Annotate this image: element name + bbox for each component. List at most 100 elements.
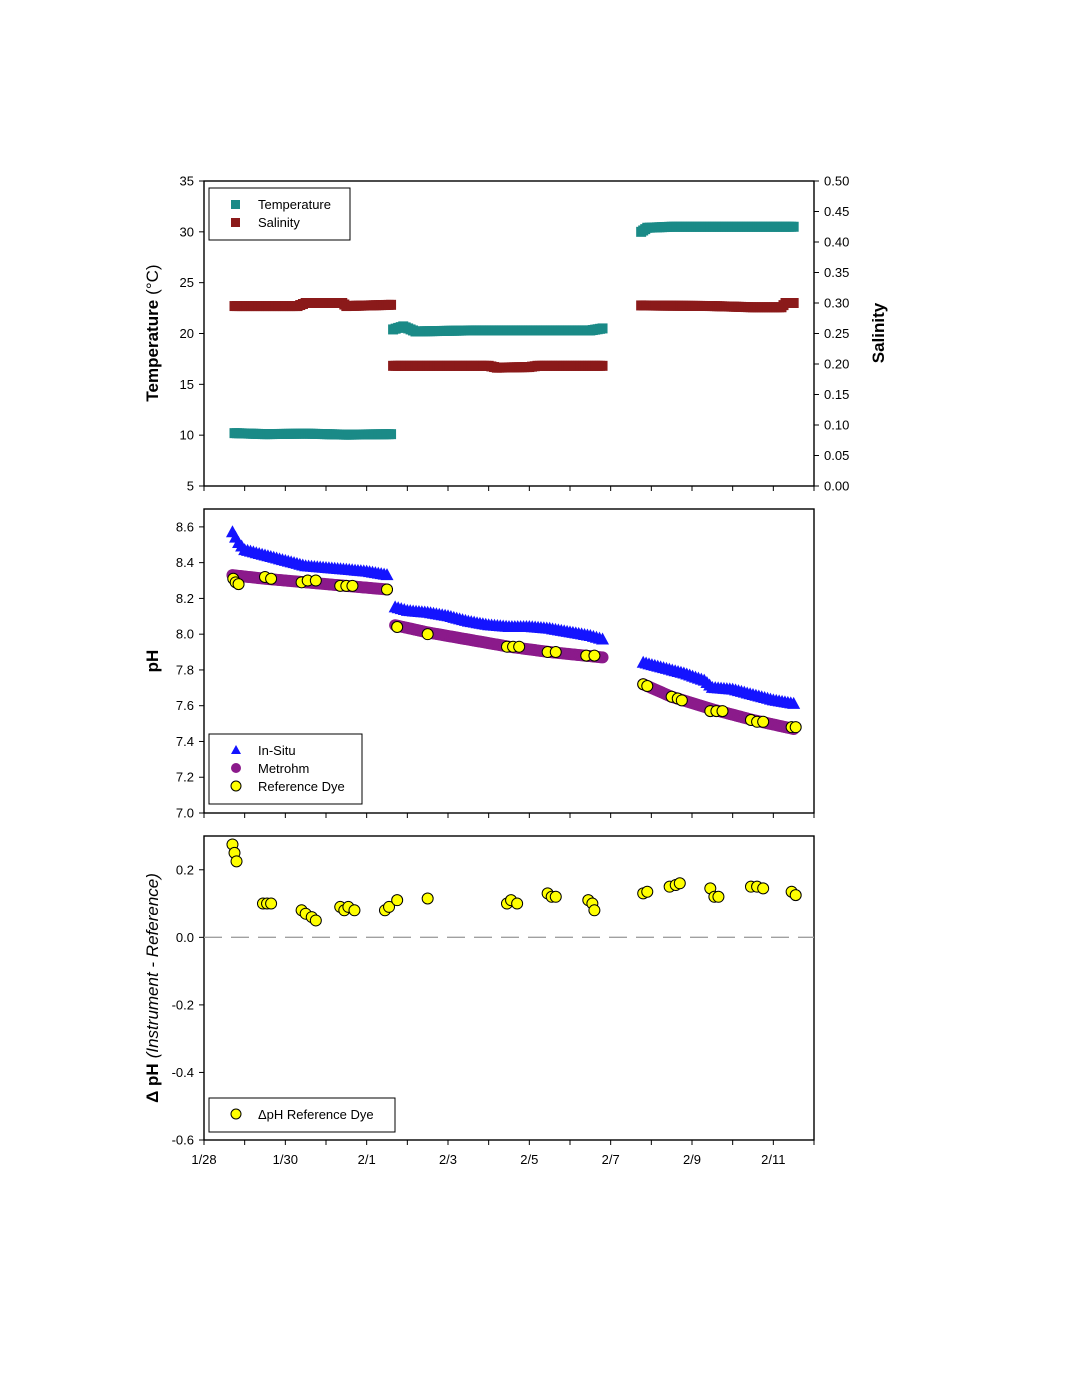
y-tick-label: 15 [180, 377, 194, 392]
reference-dye-point [265, 572, 278, 585]
delta-ph-point [383, 900, 396, 913]
y2-tick-label: 0.35 [824, 265, 849, 280]
delta-ph-point [641, 885, 654, 898]
delta-ph-axis-label: Δ pH(Instrument - Reference) [143, 873, 162, 1103]
y-tick-label: 8.4 [176, 555, 194, 570]
legend-label-delta-ph: ΔpH Reference Dye [258, 1107, 374, 1122]
delta-ph-panel: -0.6 -0.4 -0.2 0.0 0.2 Δ pH(Instrument - Ref… [143, 835, 815, 1167]
y2-tick-label: 0.45 [824, 204, 849, 219]
delta-ph-point [309, 914, 322, 927]
y-tick-label: 25 [180, 275, 194, 290]
x-tick-label: 2/3 [439, 1152, 457, 1167]
y2-tick-label: 0.20 [824, 357, 849, 372]
y-tick-label: -0.4 [172, 1065, 194, 1080]
legend-label-salinity: Salinity [258, 215, 300, 230]
legend: Temperature Salinity [208, 187, 351, 241]
x-tick-label: 2/7 [602, 1152, 620, 1167]
y-tick-label: 7.6 [176, 698, 194, 713]
delta-ph-point [391, 894, 404, 907]
y-tick-label: 0.2 [176, 862, 194, 877]
y-tick-label: -0.2 [172, 997, 194, 1012]
reference-dye-point [391, 621, 404, 634]
legend-label-reference-dye: Reference Dye [258, 779, 345, 794]
salinity-point [788, 298, 799, 308]
y2-tick-label: 0.05 [824, 448, 849, 463]
y2-tick-label: 0.30 [824, 296, 849, 311]
in-situ-point [596, 632, 610, 645]
x-tick-label: 2/11 [761, 1152, 785, 1167]
legend-label-metrohm: Metrohm [258, 761, 309, 776]
x-tick-label: 1/30 [273, 1152, 298, 1167]
salinity-point [597, 360, 608, 371]
y-tick-label: -0.6 [172, 1133, 194, 1148]
data-layer [229, 221, 799, 440]
y2-tick-label: 0.00 [824, 479, 849, 494]
reference-dye-point [549, 646, 562, 659]
temperature-point [386, 429, 397, 440]
reference-dye-point [346, 579, 359, 592]
plot-border [203, 508, 815, 814]
temperature-salinity-panel: 5 10 15 20 25 30 35 0.00 0.05 0.10 0.15 0.20 0.25 0.3… [143, 174, 888, 494]
plot-frame: -0.6 -0.4 -0.2 0.0 0.2 [172, 835, 815, 1148]
temperature-point [788, 221, 799, 232]
y-tick-label: 8.0 [176, 627, 194, 642]
delta-ph-point [673, 877, 686, 890]
y-tick-label: 30 [180, 224, 194, 239]
y-tick-label: 7.4 [176, 734, 194, 749]
x-tick-label: 2/1 [358, 1152, 376, 1167]
legend-label-temperature: Temperature [258, 197, 331, 212]
reference-dye-point [588, 649, 601, 662]
ph-axis-label: pH [143, 650, 162, 673]
x-tick-label: 1/28 [191, 1152, 216, 1167]
reference-dye-point [789, 721, 802, 734]
y-tick-label: 10 [180, 428, 194, 443]
plot-frame: 5 10 15 20 25 30 35 0.00 0.05 0.10 0.15 0.20 0.25 0.3… [180, 174, 850, 494]
ph-panel: 7.0 7.2 7.4 7.6 7.8 8.0 8.2 8.4 8.6 pH In-Situ M… [143, 508, 815, 821]
temperature-point [597, 323, 608, 334]
legend: ΔpH Reference Dye [208, 1097, 396, 1133]
in-situ-point [787, 696, 801, 709]
y-tick-label: 7.8 [176, 662, 194, 677]
y-tick-label: 7.0 [176, 806, 194, 821]
delta-ph-point [348, 904, 361, 917]
legend-marker-delta-ph [230, 1108, 242, 1120]
x-tick-label: 2/5 [520, 1152, 538, 1167]
y-tick-label: 35 [180, 174, 194, 189]
y-tick-label: 8.6 [176, 519, 194, 534]
legend-label-in-situ: In-Situ [258, 743, 296, 758]
data-layer [204, 838, 814, 938]
legend-marker-metrohm [231, 763, 241, 773]
delta-ph-point [511, 897, 524, 910]
y2-tick-label: 0.15 [824, 387, 849, 402]
y-tick-label: 7.2 [176, 770, 194, 785]
plot-frame: 7.0 7.2 7.4 7.6 7.8 8.0 8.2 8.4 8.6 [176, 508, 815, 821]
delta-ph-point [421, 892, 434, 905]
reference-dye-point [716, 705, 729, 718]
reference-dye-point [421, 628, 434, 641]
y2-tick-label: 0.40 [824, 235, 849, 250]
delta-ph-point [549, 890, 562, 903]
delta-ph-point [265, 897, 278, 910]
legend-marker-in-situ [231, 745, 241, 754]
reference-dye-point [757, 715, 770, 728]
legend-marker-temperature [231, 200, 240, 209]
data-layer [225, 525, 802, 735]
y2-tick-label: 0.50 [824, 174, 849, 189]
plot-border [203, 835, 815, 1141]
salinity-axis-label: Salinity [869, 302, 888, 363]
reference-dye-point [513, 640, 526, 653]
salinity-point [386, 299, 397, 310]
delta-ph-point [712, 890, 725, 903]
y2-tick-label: 0.10 [824, 418, 849, 433]
delta-ph-point [757, 882, 770, 895]
y-tick-label: 8.2 [176, 591, 194, 606]
y-tick-label: 20 [180, 326, 194, 341]
legend: In-Situ Metrohm Reference Dye [208, 733, 363, 805]
legend-marker-reference-dye [230, 780, 242, 792]
reference-dye-point [309, 574, 322, 587]
temperature-axis-label: Temperature(°C) [143, 264, 162, 401]
y-tick-label: 0.0 [176, 930, 194, 945]
reference-dye-point [232, 578, 245, 591]
in-situ-point [380, 568, 394, 581]
